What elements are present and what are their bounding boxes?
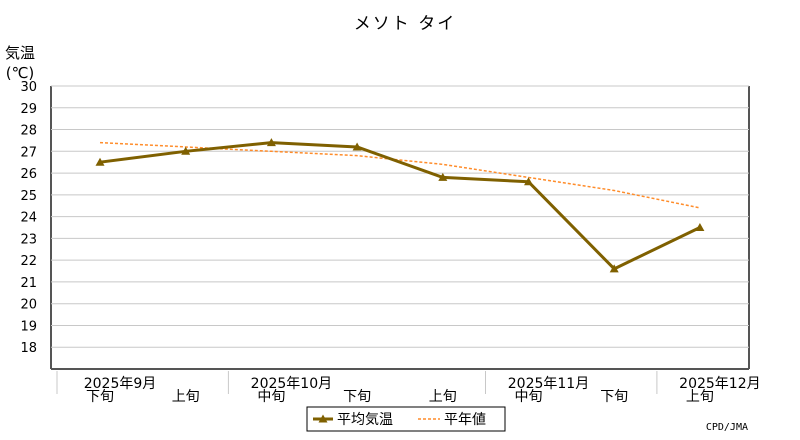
month-label: 2025年10月 — [251, 376, 332, 392]
y-axis-unit: (℃) — [6, 64, 35, 82]
credit: CPD/JMA — [706, 422, 748, 433]
x-tick-label: 下旬 — [600, 389, 628, 405]
x-tick-labels: 下旬 上旬 中旬 下旬 上旬 中旬 下旬 上旬 2025年9月 2025年10月 2025年11月 2… — [56, 371, 761, 405]
data-point-mean — [524, 177, 533, 186]
month-label: 2025年12月 — [679, 376, 760, 392]
series-layer — [95, 138, 705, 273]
y-axis-label: 気温 — [5, 44, 35, 62]
x-tick-label: 上旬 — [172, 389, 200, 405]
y-tick-label: 18 — [20, 341, 37, 356]
month-label: 2025年11月 — [508, 376, 589, 392]
y-tick-label: 24 — [20, 211, 37, 226]
x-tick-label: 中旬 — [257, 389, 285, 405]
y-tick-label: 29 — [20, 102, 37, 117]
legend: 平均気温 平年値 — [306, 406, 506, 432]
x-tick-label: 上旬 — [686, 389, 714, 405]
series-line-normal — [99, 141, 701, 209]
y-tick-label: 19 — [20, 319, 37, 334]
plot-background — [51, 86, 749, 369]
legend-label-normal: 平年値 — [444, 412, 486, 428]
y-tick-label: 30 — [20, 80, 37, 95]
y-tick-label: 25 — [20, 189, 37, 204]
legend-label-mean: 平均気温 — [337, 412, 393, 428]
legend-box — [306, 406, 506, 432]
y-tick-label: 28 — [20, 124, 37, 139]
x-tick-label: 中旬 — [515, 389, 543, 405]
y-tick-labels: 18 19 20 21 22 23 24 25 26 27 28 29 30 — [20, 80, 37, 356]
month-label: 2025年9月 — [84, 376, 157, 392]
y-tick-label: 21 — [20, 276, 37, 291]
data-point-mean — [266, 138, 276, 147]
data-point-mean — [695, 223, 705, 231]
y-tick-label: 22 — [20, 254, 37, 269]
y-tick-label: 20 — [20, 298, 37, 313]
x-tick-label: 下旬 — [343, 389, 371, 405]
data-point-mean — [438, 172, 448, 181]
data-point-mean — [95, 157, 105, 166]
chart-title: メソト タイ — [354, 14, 456, 34]
y-tick-label: 27 — [20, 145, 37, 160]
x-tick-label: 上旬 — [429, 389, 457, 405]
y-tick-label: 26 — [20, 167, 37, 182]
legend-marker-mean — [318, 414, 328, 423]
data-point-mean — [352, 142, 362, 151]
y-tick-label: 23 — [20, 232, 37, 247]
plot-area — [50, 86, 750, 370]
x-tick-label: 下旬 — [86, 389, 114, 405]
data-point-mean — [181, 146, 191, 155]
series-line-mean — [99, 141, 701, 271]
data-point-mean — [609, 264, 619, 273]
